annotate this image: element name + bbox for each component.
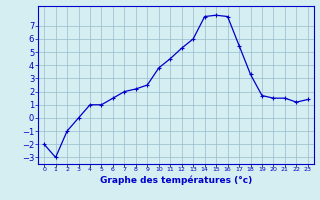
X-axis label: Graphe des températures (°c): Graphe des températures (°c) [100,175,252,185]
